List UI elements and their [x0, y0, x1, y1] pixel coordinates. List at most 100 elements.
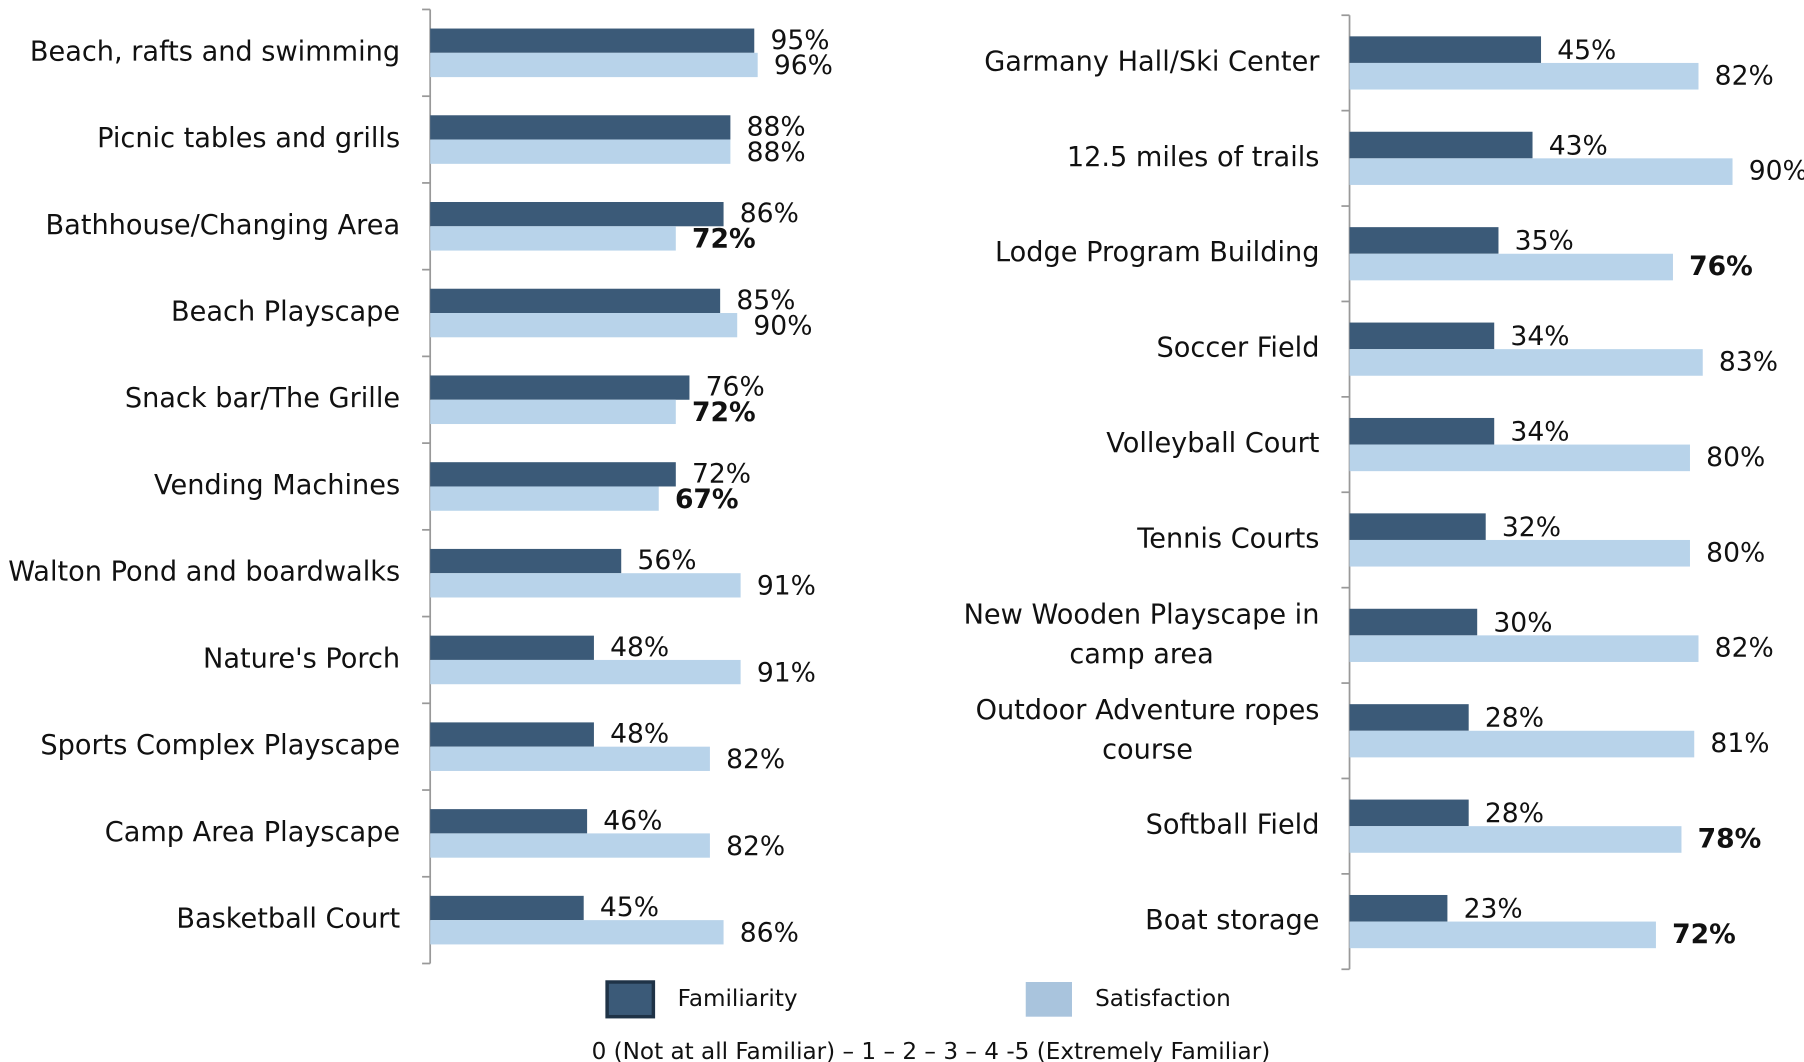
bar: [430, 202, 724, 227]
value-label: 82%: [1715, 633, 1774, 664]
bar: [430, 399, 676, 425]
bar: [1349, 322, 1495, 350]
bar: [430, 895, 584, 921]
category-label: Beach Playscape: [171, 297, 400, 328]
bar: [1349, 158, 1733, 185]
value-label: 78%: [1698, 824, 1762, 855]
value-label: 72%: [1672, 919, 1736, 950]
legend-swatch: [605, 980, 656, 1019]
value-label: 80%: [1706, 442, 1765, 473]
category-label: Beach, rafts and swimming: [30, 36, 400, 67]
value-label: 82%: [726, 831, 785, 862]
bar: [430, 635, 594, 660]
bar: [430, 462, 676, 487]
category-label: Camp Area Playscape: [105, 817, 400, 848]
legend-label: Familiarity: [678, 986, 798, 1012]
bar: [1349, 826, 1682, 853]
bar: [430, 722, 594, 747]
bar: [430, 115, 731, 140]
value-label: 86%: [740, 198, 799, 229]
category-label: Picnic tables and grills: [97, 123, 400, 154]
bar: [430, 226, 676, 251]
value-label: 91%: [757, 571, 816, 602]
bar: [430, 288, 721, 314]
bar: [430, 920, 724, 945]
value-label: 67%: [675, 484, 739, 515]
category-label: Lodge Program Building: [995, 237, 1319, 268]
category-label: Garmany Hall/Ski Center: [984, 46, 1320, 77]
value-label: 86%: [740, 918, 799, 949]
bar: [1349, 349, 1703, 376]
bar: [430, 548, 622, 574]
value-label: 88%: [747, 137, 806, 168]
bar: [430, 52, 758, 78]
bar: [1349, 635, 1699, 662]
value-label: 91%: [757, 657, 816, 688]
value-label: 95%: [770, 25, 829, 56]
value-label: 34%: [1510, 416, 1569, 447]
value-label: 28%: [1485, 798, 1544, 829]
bar: [1349, 799, 1469, 827]
value-label: 48%: [610, 719, 669, 750]
bar: [430, 573, 741, 598]
category-label: 12.5 miles of trails: [1067, 142, 1320, 173]
bar: [430, 28, 755, 53]
value-label: 76%: [1689, 251, 1753, 282]
category-label: Bathhouse/Changing Area: [46, 210, 401, 241]
value-label: 83%: [1719, 347, 1778, 378]
value-label: 72%: [692, 397, 756, 428]
value-label: 28%: [1485, 703, 1544, 734]
value-label: 56%: [637, 545, 696, 576]
bar: [1349, 227, 1499, 254]
category-label: Walton Pond and boardwalks: [8, 557, 400, 588]
category-label: Snack bar/The Grille: [125, 383, 400, 414]
value-label: 32%: [1502, 512, 1561, 543]
bar: [1349, 36, 1542, 63]
value-label: 88%: [747, 111, 806, 142]
bar: [1349, 894, 1448, 922]
value-label: 35%: [1515, 226, 1574, 257]
bar: [430, 833, 710, 858]
bar: [430, 659, 741, 685]
bar: [1349, 730, 1695, 758]
legend-swatch: [1025, 982, 1072, 1017]
bar: [1349, 608, 1478, 636]
value-label: 76%: [706, 372, 765, 403]
bar: [1349, 704, 1469, 731]
value-label: 82%: [1715, 60, 1774, 91]
bar: [1349, 131, 1533, 159]
bar: [430, 139, 731, 164]
category-label: Outdoor Adventure ropes course: [976, 695, 1320, 765]
bar: [1349, 513, 1486, 540]
legend-label: Satisfaction: [1095, 986, 1231, 1012]
bar: [430, 313, 738, 338]
value-label: 82%: [726, 744, 785, 775]
bar: [1349, 62, 1699, 90]
bar: [430, 375, 690, 400]
value-label: 72%: [692, 458, 751, 489]
value-label: 48%: [610, 632, 669, 663]
value-label: 85%: [736, 285, 795, 316]
bar: [1349, 921, 1656, 949]
value-label: 23%: [1464, 894, 1523, 925]
value-label: 72%: [692, 224, 756, 255]
value-label: 96%: [774, 50, 833, 81]
bar: [1349, 444, 1690, 472]
bar: [430, 746, 710, 771]
category-label: Sports Complex Playscape: [40, 730, 400, 761]
bar: [1349, 253, 1673, 281]
value-label: 45%: [1557, 35, 1616, 66]
category-label: Boat storage: [1145, 905, 1319, 936]
category-label: Basketball Court: [176, 904, 400, 935]
category-label: Vending Machines: [154, 470, 400, 501]
bar: [1349, 539, 1690, 567]
value-label: 45%: [600, 892, 659, 923]
bar: [1349, 417, 1495, 445]
bar: [430, 486, 659, 511]
category-label: Softball Field: [1146, 810, 1320, 841]
category-label: Nature's Porch: [203, 643, 400, 674]
value-label: 30%: [1493, 607, 1552, 638]
value-label: 90%: [1749, 156, 1804, 187]
category-label: Soccer Field: [1157, 333, 1320, 364]
